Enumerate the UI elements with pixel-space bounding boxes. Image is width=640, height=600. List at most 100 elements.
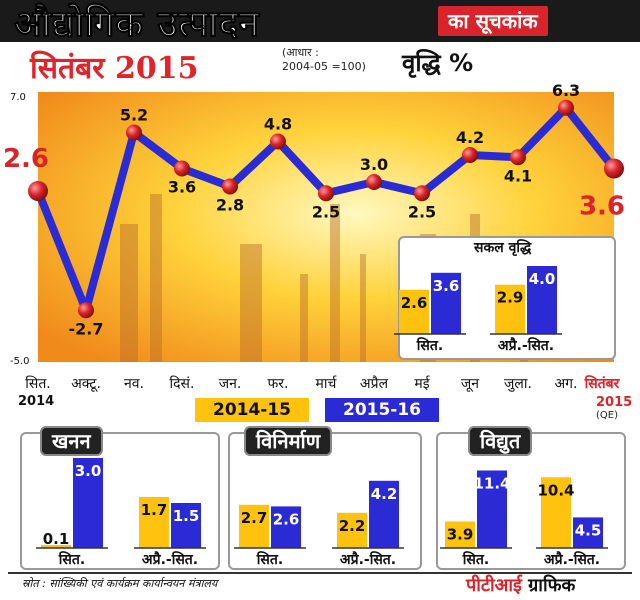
base-note: (आधार : 2004-05 =100) (282, 46, 392, 74)
main-title: औद्योगिक उत्पादन (14, 4, 260, 46)
bar (541, 477, 571, 548)
data-label: 2.5 (408, 202, 436, 221)
bar (271, 506, 301, 548)
bar (73, 458, 103, 548)
data-point (366, 174, 382, 190)
bar-category-label: सित. (416, 337, 443, 354)
data-point (174, 160, 190, 177)
qe-note: (QE) (596, 410, 618, 421)
growth-label: वृद्धि % (402, 49, 474, 77)
y-tick-label: 7.0 (10, 92, 26, 103)
bar-value-label: 3.0 (75, 462, 102, 480)
credit-text: पीटीआई ग्राफिक (466, 573, 575, 597)
credit-agency: पीटीआई (466, 575, 522, 596)
silhouette-stack-2 (240, 244, 262, 362)
x-tick-label: दिसं. (170, 375, 195, 392)
bar (431, 272, 461, 334)
bar-value-label: 2.6 (273, 510, 300, 528)
data-label: 2.8 (216, 196, 244, 215)
bar (239, 504, 269, 548)
y-tick-label: -5.0 (10, 356, 30, 367)
subtitle-badge: का सूचकांक (438, 6, 548, 36)
bar (477, 470, 507, 548)
bar (139, 497, 169, 548)
data-label: 4.1 (504, 166, 532, 185)
data-label: 3.0 (360, 155, 388, 174)
bar-value-label: 4.5 (575, 521, 602, 539)
data-label: -2.7 (69, 319, 104, 338)
data-point (318, 185, 334, 202)
bar-value-label: 2.6 (401, 294, 428, 312)
x-tick-label: सित. (25, 375, 51, 392)
base-note-line1: (आधार : (282, 46, 319, 59)
legend-item-2015-16: 2015-16 (325, 398, 439, 422)
bar-value-label: 10.4 (537, 481, 574, 499)
source-text: स्रोत : सांख्यिकी एवं कार्यक्रम कार्यान्… (22, 577, 218, 590)
data-point (462, 147, 478, 163)
bar-category-label: सित. (58, 551, 85, 568)
data-label: 3.6 (168, 178, 196, 197)
bar-value-label: 2.7 (241, 509, 268, 527)
bar (337, 512, 367, 548)
silhouette-stack-0 (120, 224, 138, 362)
silhouette-stack-1 (150, 194, 162, 362)
data-label: 2.6 (3, 144, 49, 174)
x-tick-label: जून (461, 376, 479, 392)
x-tick-label: अप्रैल (360, 375, 389, 392)
bar (41, 545, 71, 548)
x-tick-label: नव. (124, 376, 144, 392)
silhouette-stack-3 (300, 274, 308, 362)
x-ticks: सित. अक्टू. नव. दिसं. जन. फर. मार्च अप्रैल मई जून… (25, 375, 620, 392)
x-tick-label: जन. (219, 376, 242, 392)
data-point (126, 124, 142, 141)
data-point (414, 185, 430, 202)
bar-value-label: 0.1 (43, 530, 70, 548)
panel-electricity-title: विद्युत (468, 426, 533, 456)
bar (527, 266, 557, 334)
year-end: 2015 (596, 395, 633, 410)
data-label: 4.2 (456, 128, 484, 147)
month-title: सितंबर 2015 (30, 51, 199, 86)
x-tick-label: जुला. (504, 376, 532, 392)
value-labels: 2.6 -2.7 5.2 3.6 2.8 4.8 2.5 3.0 2.5 4.2 4.1 6.3 3.6 (3, 84, 625, 338)
bar (171, 503, 201, 548)
bar-value-label: 3.6 (433, 277, 460, 295)
legend-item-2014-15: 2014-15 (195, 398, 309, 422)
x-tick-label: फर. (268, 376, 289, 392)
bar-category-label: अप्रै.-सित. (544, 551, 600, 568)
base-note-line2: 2004-05 =100) (282, 60, 366, 73)
x-tick-label: मार्च (316, 375, 338, 392)
year-start: 2014 (18, 394, 55, 409)
data-point (604, 158, 624, 179)
series-markers (28, 99, 624, 319)
data-point (28, 181, 48, 201)
bar-value-label: 1.7 (141, 501, 168, 519)
bar-value-label: 1.5 (173, 507, 200, 525)
panel-manufacturing-title: विनिर्माण (244, 426, 333, 456)
x-tick-label: सितंबर (584, 375, 621, 392)
bar (445, 521, 475, 548)
bar (495, 284, 525, 334)
data-label: 5.2 (120, 106, 148, 125)
panel-mining-title: खनन (40, 426, 103, 456)
bar-category-label: सित. (462, 551, 489, 568)
credit-graphic: ग्राफिक (521, 575, 576, 596)
bar-value-label: 11.4 (473, 474, 510, 492)
bar-value-label: 2.9 (497, 289, 524, 307)
silhouette-stack-4 (330, 204, 340, 362)
inset-title: सकल वृद्धि (473, 239, 532, 257)
data-point (222, 178, 238, 195)
bar-value-label: 4.0 (529, 270, 556, 288)
bar-category-label: अप्रै.-सित. (498, 337, 554, 354)
bar-value-label: 2.2 (339, 517, 366, 535)
data-point (78, 302, 94, 319)
data-point (558, 99, 574, 116)
data-point (270, 133, 286, 150)
bar-value-label: 4.2 (371, 485, 398, 503)
x-tick-label: अक्टू. (71, 376, 101, 392)
x-tick-label: अग. (554, 376, 577, 392)
data-label: 4.8 (264, 115, 292, 134)
x-tick-label: मई (414, 375, 430, 392)
data-label: 6.3 (552, 84, 580, 100)
